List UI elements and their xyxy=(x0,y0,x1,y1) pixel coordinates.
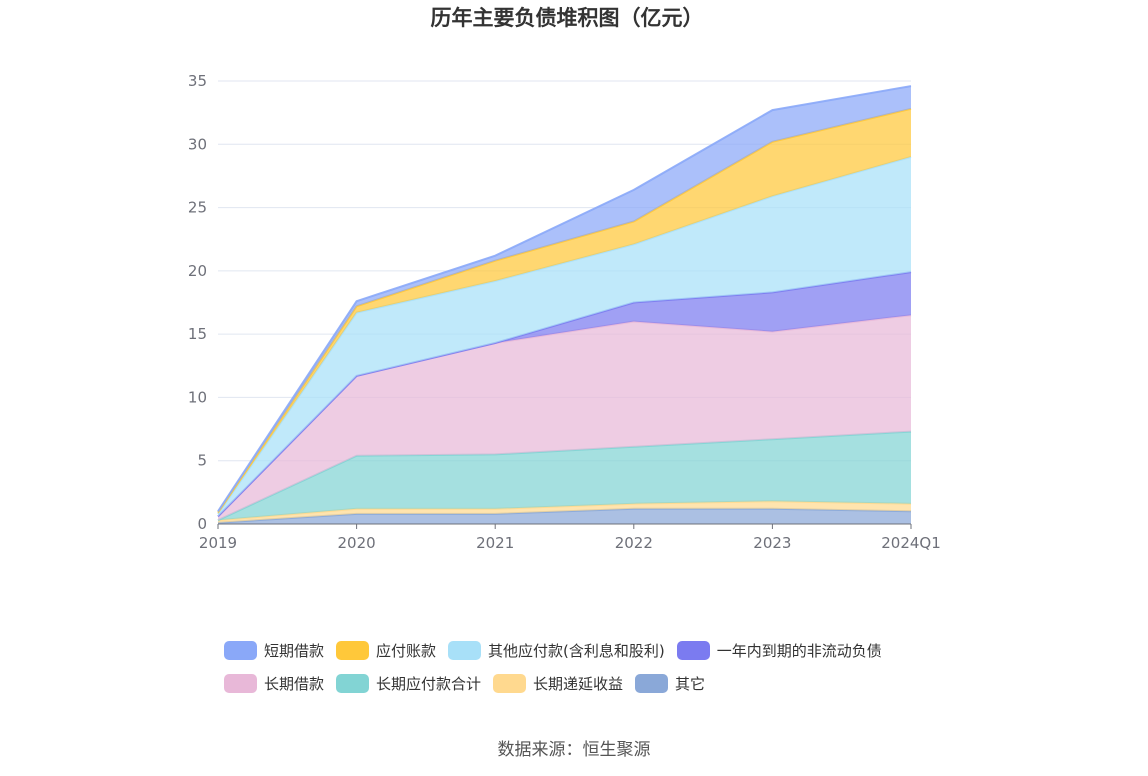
legend-item[interactable]: 一年内到期的非流动负债 xyxy=(676,640,882,661)
legend-swatch xyxy=(448,641,482,660)
legend-label: 短期借款 xyxy=(264,642,325,660)
legend-label: 应付账款 xyxy=(376,642,437,660)
legend-label: 长期借款 xyxy=(264,675,325,693)
area-series-line xyxy=(217,85,912,512)
x-tick-label: 2020 xyxy=(338,534,376,552)
area-series xyxy=(218,108,911,514)
legend-label: 长期应付款合计 xyxy=(376,675,482,693)
y-tick-label: 35 xyxy=(188,72,207,90)
area-series xyxy=(218,508,911,524)
legend-label: 长期递延收益 xyxy=(533,675,624,693)
legend-swatch xyxy=(224,641,257,660)
y-tick-label: 15 xyxy=(188,325,207,343)
area-series xyxy=(218,156,911,517)
y-tick-label: 10 xyxy=(188,388,207,406)
y-tick-label: 5 xyxy=(197,452,207,470)
x-tick-label: 2024Q1 xyxy=(881,534,941,552)
legend-item[interactable]: 长期递延收益 xyxy=(493,673,623,694)
y-tick-label: 30 xyxy=(188,135,207,153)
legend-swatch xyxy=(493,674,527,693)
legend-item[interactable]: 长期应付款合计 xyxy=(336,673,481,694)
stacked-area-chart: 0 5 10 15 20 25 30 35 2019 2020 2021 2022 2023 2024Q1 xyxy=(188,72,941,552)
legend-swatch xyxy=(635,674,669,693)
legend-label: 其它 xyxy=(675,675,706,693)
legend-label: 其他应付款(含利息和股利) xyxy=(488,642,665,660)
legend-item[interactable]: 短期借款 xyxy=(224,640,324,661)
legend-item[interactable]: 其他应付款(含利息和股利) xyxy=(448,640,665,661)
area-series xyxy=(218,431,911,521)
legend-swatch xyxy=(224,674,257,693)
x-tick-label: 2022 xyxy=(615,534,653,552)
legend-swatch xyxy=(676,641,710,660)
x-tick-label: 2023 xyxy=(753,534,791,552)
x-tick-label: 2021 xyxy=(476,534,514,552)
legend-item[interactable]: 应付账款 xyxy=(336,640,436,661)
legend-swatch xyxy=(336,674,370,693)
y-tick-label: 25 xyxy=(188,199,207,217)
chart-legend: 短期借款 应付账款 其他应付款(含利息和股利) 一年内到期的非流动负债长期借款 长期应付… xyxy=(224,640,984,694)
x-tick-label: 2019 xyxy=(199,534,237,552)
chart-title: 历年主要负债堆积图（亿元） xyxy=(430,6,704,30)
legend-swatch xyxy=(336,641,370,660)
y-tick-label: 0 xyxy=(197,515,207,533)
area-series xyxy=(218,315,911,521)
data-source-note: 数据来源：恒生聚源 xyxy=(497,740,651,760)
area-series xyxy=(218,272,911,517)
legend-item[interactable]: 其它 xyxy=(635,673,705,694)
y-tick-label: 20 xyxy=(188,262,207,280)
legend-item[interactable]: 长期借款 xyxy=(224,673,324,694)
area-series xyxy=(218,501,911,523)
legend-label: 一年内到期的非流动负债 xyxy=(716,642,882,660)
